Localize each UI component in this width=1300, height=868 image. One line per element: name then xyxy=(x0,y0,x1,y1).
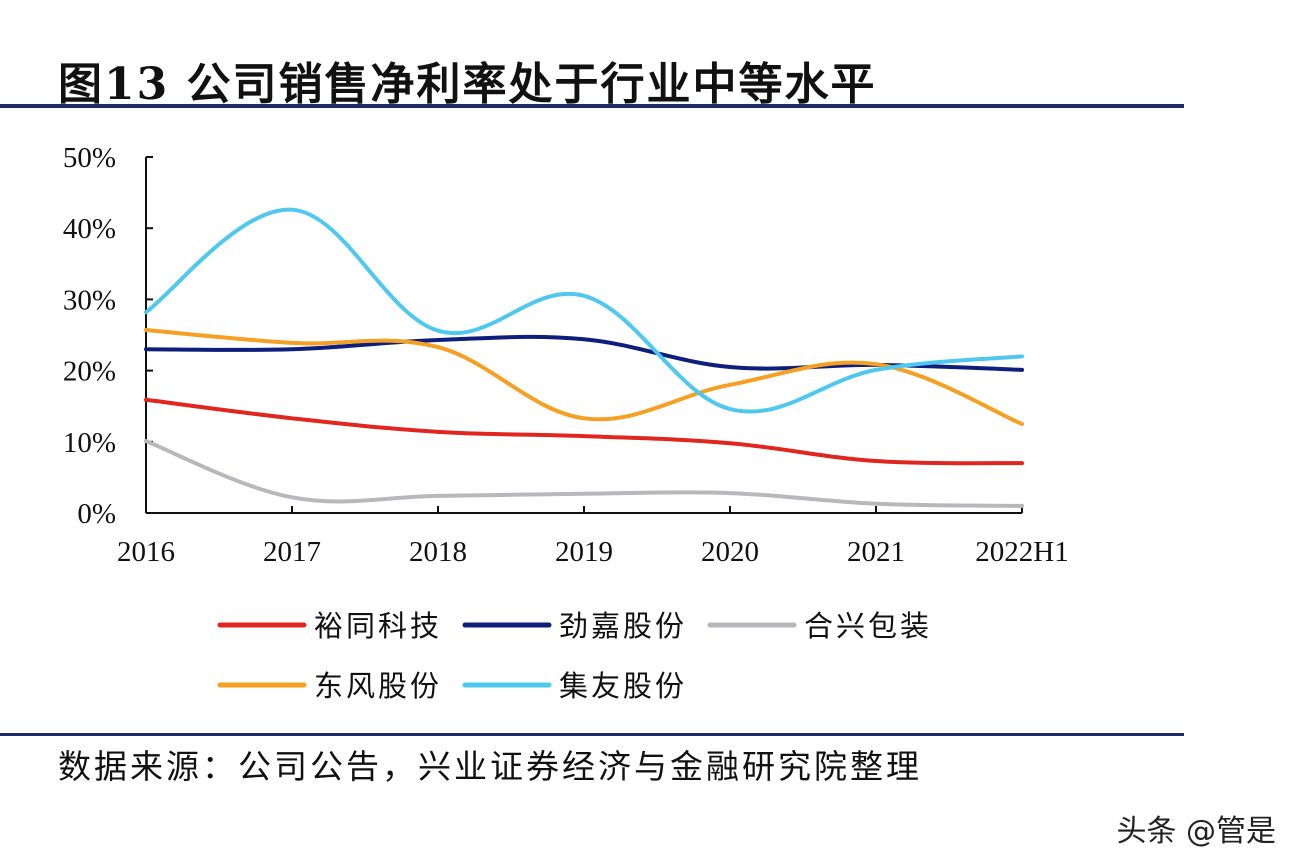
x-tick-label: 2018 xyxy=(409,536,467,568)
source-note: 数据来源：公司公告，兴业证券经济与金融研究院整理 xyxy=(58,747,922,786)
x-tick-label: 2016 xyxy=(117,536,175,568)
x-tick-label: 2021 xyxy=(847,536,905,568)
x-tick-label: 2020 xyxy=(701,536,759,568)
y-tick-label: 50% xyxy=(63,142,116,174)
series-line-集友股份 xyxy=(144,207,1024,414)
y-tick-label: 10% xyxy=(63,427,116,459)
legend-label: 集友股份 xyxy=(559,669,687,703)
series-line-东风股份 xyxy=(144,328,1024,426)
legend-label: 劲嘉股份 xyxy=(559,609,687,643)
y-tick-label: 40% xyxy=(63,213,116,245)
chart-title: 图13 公司销售净利率处于行业中等水平 xyxy=(58,59,877,110)
title-divider xyxy=(0,104,1184,108)
y-tick-label: 20% xyxy=(63,356,116,388)
legend-label: 裕同科技 xyxy=(314,609,442,643)
source-divider xyxy=(0,733,1184,736)
x-tick-label: 2022H1 xyxy=(975,536,1068,568)
y-tick-label: 30% xyxy=(63,284,116,316)
series-line-合兴包装 xyxy=(144,439,1024,508)
series-line-裕同科技 xyxy=(144,397,1024,466)
watermark: 头条 @管是 xyxy=(1116,814,1276,849)
legend-label: 东风股份 xyxy=(314,669,442,703)
legend-label: 合兴包装 xyxy=(804,609,932,643)
x-tick-label: 2017 xyxy=(263,536,321,568)
x-tick-label: 2019 xyxy=(555,536,613,568)
y-tick-label: 0% xyxy=(77,498,116,530)
